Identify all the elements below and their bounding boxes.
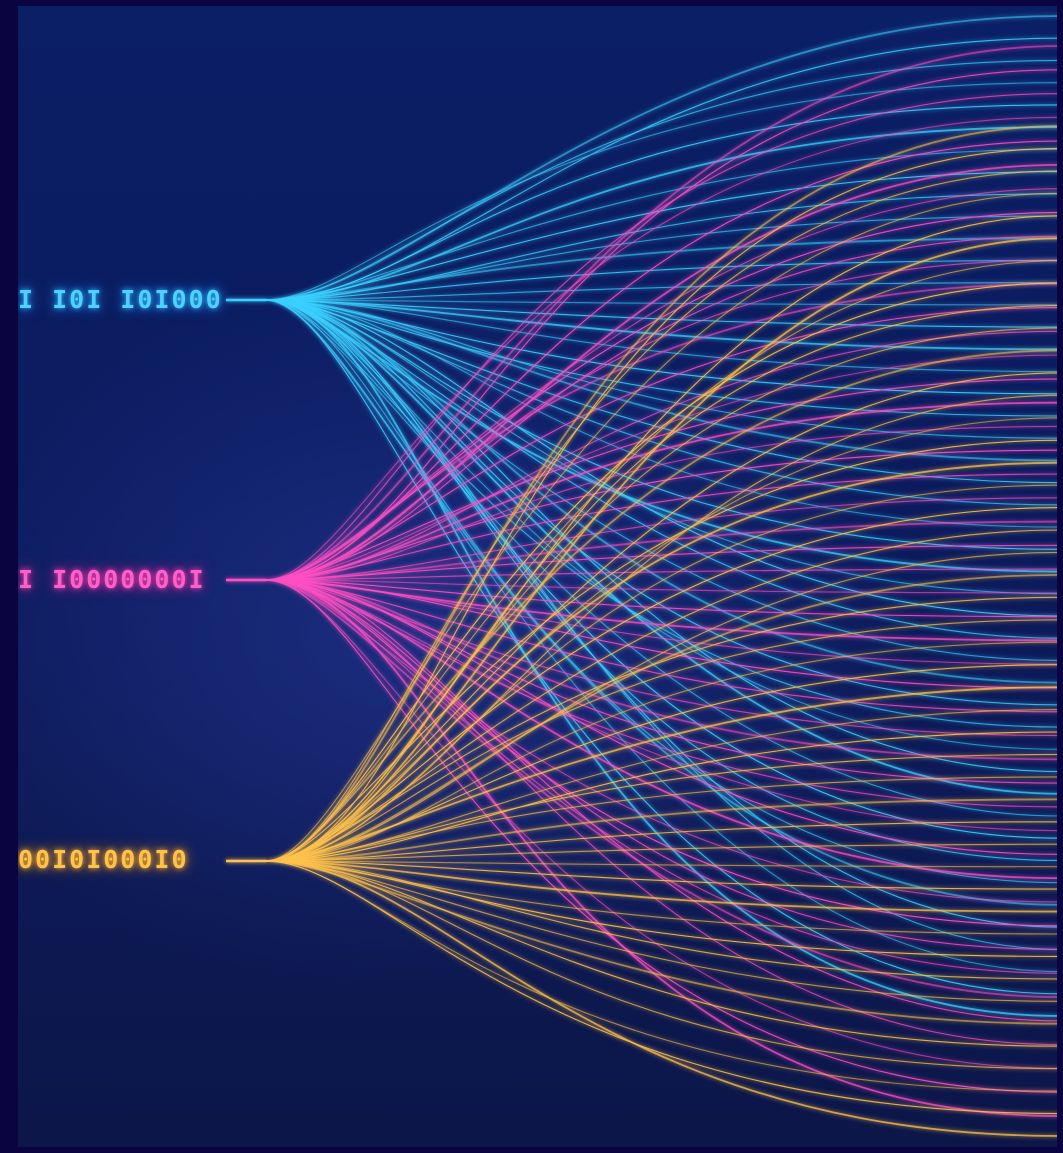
fiber-strand-cyan [265,299,1057,928]
light-streams-artwork [226,15,1057,1137]
fiber-strand-gold [265,619,1057,862]
fiber-strand-cyan [265,237,1057,301]
fiber-strand-magenta [265,579,1057,1022]
fiber-strand-magenta [265,579,1057,1069]
fiber-strand-magenta [265,579,1057,761]
fiber-strand-cyan [265,299,1057,306]
artwork-frame: I I0I I0I000 I I0000000I 00I0I000I0 [18,6,1057,1147]
fiber-strand-magenta [265,579,1057,594]
fiber-strand-gold [265,372,1057,862]
fiber-strand-cyan [265,299,1057,884]
gold-fiber-bundle [226,125,1057,1137]
fiber-strand-gold [265,507,1057,862]
fiber-strand-gold [265,147,1057,862]
fiber-strand-gold [265,860,1057,1047]
fiber-strand-cyan [265,259,1057,301]
fiber-strand-magenta [265,579,1057,951]
fiber-strand-cyan [265,299,1057,1017]
fiber-strand-cyan [265,299,1057,439]
fiber-strand-magenta [265,401,1057,581]
fiber-strand-gold [265,439,1057,862]
fiber-strand-magenta [265,282,1057,581]
fiber-strand-gold [265,529,1057,862]
fiber-strand-cyan [265,299,1057,839]
fiber-strand-gold [265,170,1057,862]
fiber-strand-gold [265,843,1057,862]
fiber-strand-cyan [265,299,1057,351]
fiber-strand-magenta [265,579,1057,1046]
fiber-strand-magenta [265,579,1057,642]
fiber-strand-magenta [265,378,1057,581]
fiber-strand-magenta [265,579,1057,784]
fiber-strand-gold [265,192,1057,862]
fiber-strand-cyan [265,299,1057,617]
fiber-strand-gold [265,860,1057,980]
fiber-strand-gold [265,798,1057,862]
fiber-strand-magenta [265,579,1057,808]
fiber-strand-gold [265,349,1057,862]
fiber-strand-gold [265,282,1057,862]
fiber-strand-gold [265,215,1057,862]
fiber-strand-gold [265,860,1057,868]
fiber-strand-gold [265,686,1057,862]
fiber-strand-cyan [265,59,1057,301]
fiber-strand-magenta [265,579,1057,903]
fiber-strand-magenta [265,93,1057,581]
fiber-strand-magenta [265,45,1057,581]
fiber-strand-gold [265,860,1057,890]
fiber-strand-gold [265,237,1057,862]
fiber-strand-gold [265,596,1057,862]
fiber-strand-magenta [265,579,1057,689]
fiber-strand-magenta [265,579,1057,927]
fiber-strand-gold [265,860,1057,1115]
fiber-strand-cyan [265,299,1057,706]
fiber-strand-gold [265,125,1057,862]
fiber-strand-magenta [265,211,1057,581]
fiber-strand-cyan [265,171,1057,301]
fiber-strand-magenta [265,473,1057,581]
fiber-strand-gold [265,860,1057,1137]
fiber-strand-cyan [265,148,1057,301]
binary-stream-gold: 00I0I000I0 [18,845,189,874]
fiber-strand-gold [265,860,1057,1070]
fiber-strand-cyan [265,299,1057,528]
fiber-strand-magenta [265,307,1057,581]
fiber-strand-magenta [265,449,1057,581]
fiber-strand-gold [265,664,1057,862]
fiber-strand-gold [265,641,1057,862]
fiber-strand-gold [265,821,1057,862]
fiber-strand-gold [265,305,1057,862]
fiber-strand-cyan [265,299,1057,595]
fiber-strand-gold [265,860,1057,913]
fiber-strand-cyan [265,299,1057,972]
fiber-strand-magenta [265,579,1057,855]
fiber-strand-magenta [265,116,1057,581]
fiber-strand-magenta [265,579,1057,1093]
fiber-strand-cyan [265,215,1057,301]
fiber-strand-magenta [265,354,1057,581]
fiber-strand-gold [265,731,1057,862]
fiber-strand-magenta [265,579,1057,1117]
fiber-strand-cyan [265,299,1057,373]
fiber-strand-cyan [265,299,1057,462]
magenta-fiber-bundle [226,45,1057,1117]
binary-stream-cyan: I I0I I0I000 [18,285,223,314]
fiber-strand-gold [265,860,1057,957]
fiber-strand-gold [265,394,1057,862]
binary-stream-magenta: I I0000000I [18,565,206,594]
fiber-strand-cyan [265,299,1057,684]
fiber-strand-magenta [265,579,1057,737]
fiber-strand-gold [265,776,1057,862]
fiber-strand-gold [265,860,1057,935]
fiber-strand-magenta [265,579,1057,880]
fiber-strand-cyan [265,299,1057,795]
fiber-strand-cyan [265,82,1057,301]
fiber-strand-gold [265,327,1057,862]
fiber-strand-magenta [265,579,1057,618]
fiber-strand-cyan [265,104,1057,301]
fiber-strand-cyan [265,299,1057,773]
